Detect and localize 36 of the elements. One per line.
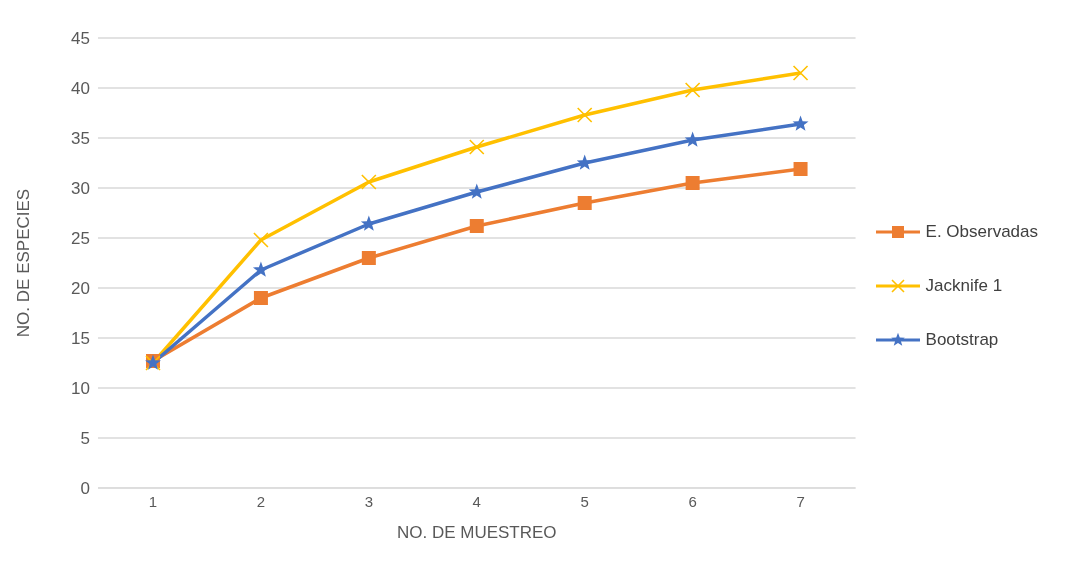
point xyxy=(253,291,268,305)
point xyxy=(468,139,485,155)
point xyxy=(361,174,377,190)
y-tick-label: 20 xyxy=(71,279,90,299)
point xyxy=(685,176,700,190)
point xyxy=(576,107,593,123)
x-tick-label: 7 xyxy=(796,492,805,510)
x-tick-label: 1 xyxy=(148,492,158,510)
y-axis-title: NO. DE ESPECIES xyxy=(14,188,34,338)
y-tick-label: 5 xyxy=(80,429,90,449)
point xyxy=(793,162,808,176)
x-tick-label: 4 xyxy=(472,492,481,510)
legend-label: Jacknife 1 xyxy=(925,275,1003,296)
y-tick-label: 25 xyxy=(71,229,90,249)
y-tick-label: 35 xyxy=(71,129,90,149)
x-tick-label: 2 xyxy=(256,492,266,510)
y-tick-label: 10 xyxy=(71,379,90,399)
y-tick-label: 30 xyxy=(71,179,90,199)
legend-label: Bootstrap xyxy=(925,329,999,350)
point xyxy=(684,131,701,147)
x-tick-label: 3 xyxy=(364,492,374,510)
x-tick-label: 6 xyxy=(688,492,697,510)
y-tick-label: 0 xyxy=(80,479,90,499)
point xyxy=(684,82,701,98)
x-tick-label: 5 xyxy=(580,492,589,510)
point xyxy=(577,196,592,210)
point xyxy=(792,115,809,131)
point xyxy=(361,251,376,265)
y-tick-label: 40 xyxy=(71,79,90,99)
x-axis-title: NO. DE MUESTREO xyxy=(396,523,557,542)
y-tick-label: 45 xyxy=(71,29,90,49)
y-tick-label: 15 xyxy=(71,329,90,349)
point xyxy=(792,65,809,81)
legend-label: E. Observadas xyxy=(925,221,1038,242)
point xyxy=(252,261,269,277)
point xyxy=(469,219,484,233)
